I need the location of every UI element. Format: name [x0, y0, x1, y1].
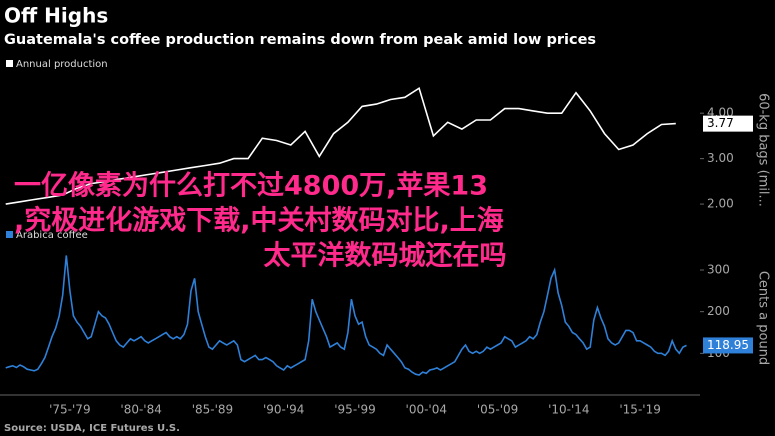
value-tag — [703, 115, 753, 132]
x-tick-label: '80-'84 — [120, 403, 161, 417]
x-tick-label: '90-'94 — [263, 403, 304, 417]
series-line — [5, 255, 687, 376]
value-tag-label: 118.95 — [707, 338, 749, 352]
x-tick-label: '00-'04 — [406, 403, 447, 417]
series-line — [5, 86, 676, 205]
overlay-text: ,究极进化游戏下载,中关村数码对比,上海 — [14, 205, 504, 237]
x-tick-label: '95-'99 — [334, 403, 375, 417]
legend-swatch — [6, 231, 13, 238]
legend-label: Annual production — [16, 59, 108, 70]
legend-swatch — [6, 60, 13, 67]
overlay-text: 一亿像素为什么打不过4800万,苹果13 — [14, 171, 488, 202]
x-tick-label: '10-'14 — [548, 403, 589, 417]
chart-subtitle: Guatemala's coffee production remains do… — [4, 32, 596, 48]
overlay-text: 太平洋数码城还在吗 — [264, 240, 507, 272]
value-tag — [703, 337, 753, 354]
y-tick-label: 2.00 — [707, 197, 734, 211]
y-tick-label: 200 — [707, 304, 730, 318]
x-tick-label: '75-'79 — [49, 403, 90, 417]
source: Source: USDA, ICE Futures U.S. — [4, 423, 180, 434]
y-axis-title: 60-kg bags (mil... — [756, 93, 771, 207]
value-tag-label: 3.77 — [707, 116, 734, 130]
chart-title: Off Highs — [4, 4, 108, 28]
x-tick-label: '85-'89 — [192, 403, 233, 417]
y-tick-label: 300 — [707, 263, 730, 277]
legend-label: Arabica coffee — [16, 230, 88, 241]
y-axis-title: Cents a pound — [756, 271, 771, 365]
y-tick-label: 3.00 — [707, 151, 734, 165]
x-tick-label: '15-'19 — [619, 403, 660, 417]
x-tick-label: '05-'09 — [477, 403, 518, 417]
